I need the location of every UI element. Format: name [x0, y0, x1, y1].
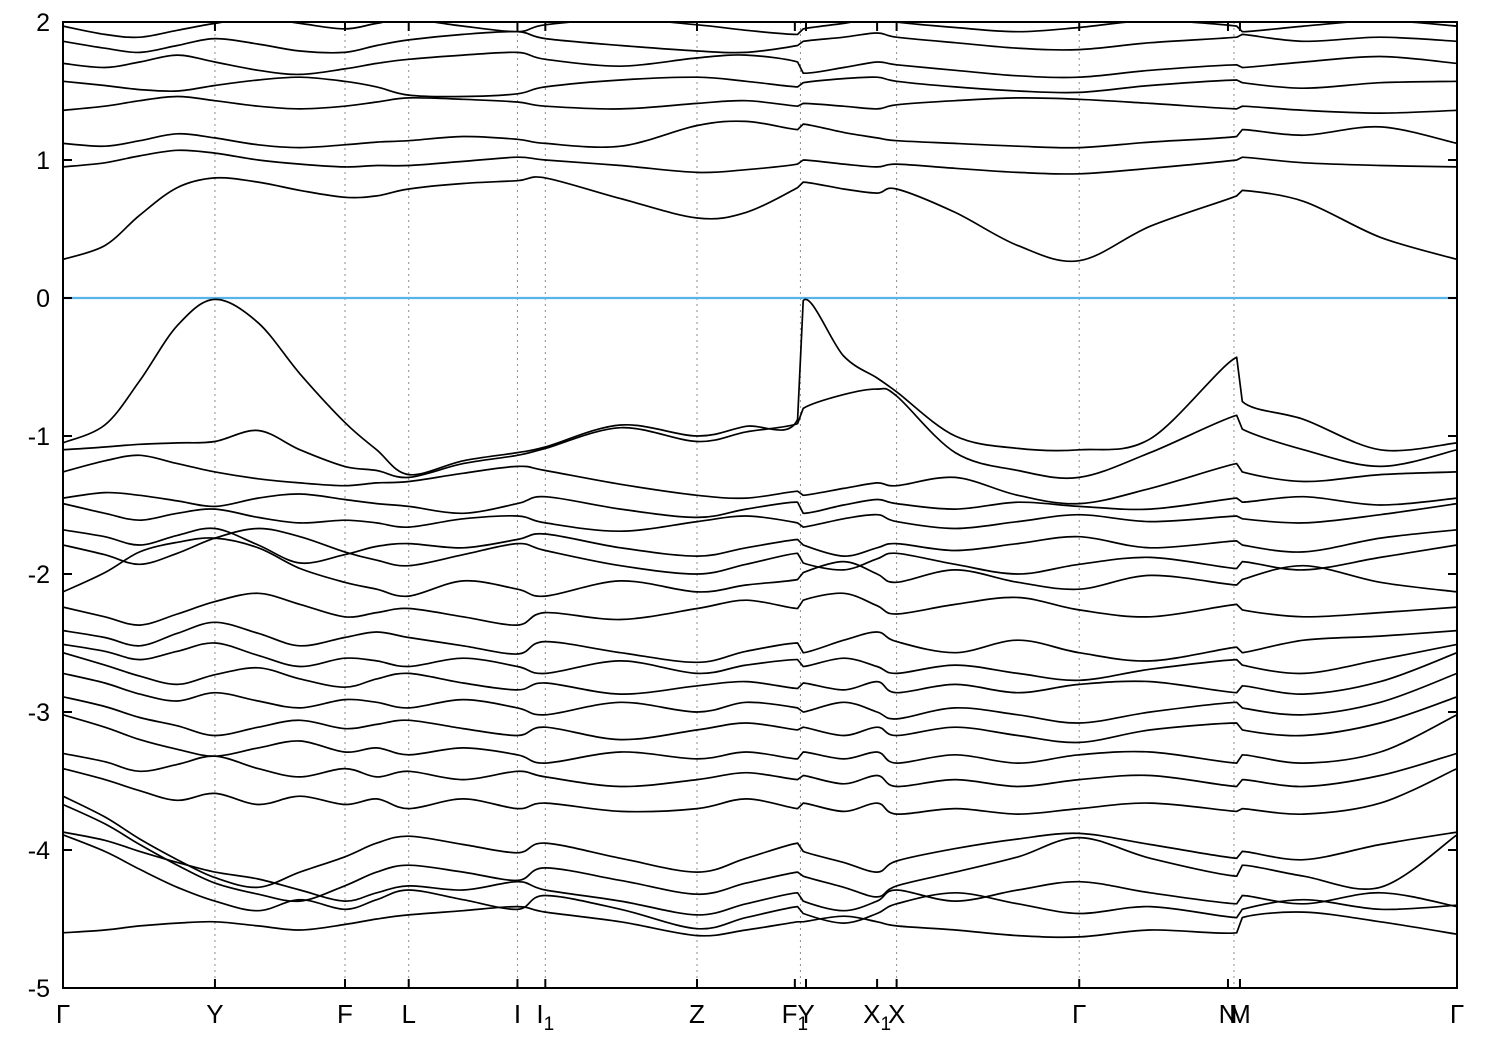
y-tick-label: -2	[28, 561, 50, 589]
k-point-label: Y	[797, 999, 814, 1029]
k-point-label: I1	[536, 999, 554, 1035]
band-line	[63, 803, 1457, 903]
band-line	[63, 537, 1457, 598]
band-line	[63, 713, 1457, 764]
band-line	[63, 176, 1457, 263]
k-point-label: F1	[782, 999, 808, 1035]
k-point-label: F	[337, 999, 353, 1029]
band-line	[63, 502, 1457, 533]
y-tick-label: 0	[36, 285, 50, 313]
y-tick-label: 2	[36, 9, 50, 37]
band-line	[63, 767, 1457, 815]
band-line	[63, 642, 1457, 682]
x-axis-labels: Γ Y F L I I1 Z F1Y X1X Γ NM Γ	[56, 999, 1464, 1035]
band-line	[63, 387, 1457, 480]
k-point-label: I	[514, 999, 521, 1029]
band-line	[63, 592, 1457, 626]
k-point-label: M	[1229, 999, 1251, 1029]
k-point-label: X1	[863, 999, 891, 1035]
plot-frame	[62, 21, 1458, 989]
band-line	[63, 833, 1457, 930]
band-line	[63, 454, 1457, 505]
band-line	[63, 621, 1457, 664]
band-line	[63, 695, 1457, 744]
gridlines	[214, 22, 1235, 988]
k-point-label: Γ	[56, 999, 70, 1029]
k-point-label: L	[401, 999, 415, 1029]
band-line	[63, 149, 1457, 175]
band-line	[63, 22, 1457, 39]
k-point-label: Y	[206, 999, 223, 1029]
band-line	[63, 120, 1457, 149]
band-line	[63, 831, 1457, 916]
band-line	[63, 298, 1457, 476]
band-line	[63, 76, 1457, 98]
band-line	[63, 905, 1457, 939]
k-point-label: N	[1219, 999, 1238, 1029]
band-line	[63, 51, 1457, 79]
y-tick-label: -1	[28, 423, 50, 451]
k-point-label: Γ	[1072, 999, 1086, 1029]
band-line	[63, 795, 1457, 889]
y-tick-label: -3	[28, 699, 50, 727]
band-line	[63, 651, 1457, 695]
band-line	[63, 491, 1457, 519]
axis-ticks	[62, 21, 1458, 989]
band-line	[63, 30, 1457, 54]
band-line	[63, 672, 1457, 724]
y-tick-label: -5	[28, 975, 50, 1003]
energy-bands	[63, 22, 1457, 939]
k-point-label: Γ	[1450, 999, 1464, 1029]
k-point-label: X	[888, 999, 905, 1029]
band-line	[63, 95, 1457, 114]
y-axis-labels: 2 1 0 -1 -2 -3 -4 -5	[28, 9, 50, 1003]
band-line	[63, 752, 1457, 788]
band-line	[63, 527, 1457, 565]
band-line	[63, 527, 1457, 575]
y-tick-label: -4	[28, 837, 50, 865]
y-tick-label: 1	[36, 147, 50, 175]
k-point-label: Z	[689, 999, 705, 1029]
